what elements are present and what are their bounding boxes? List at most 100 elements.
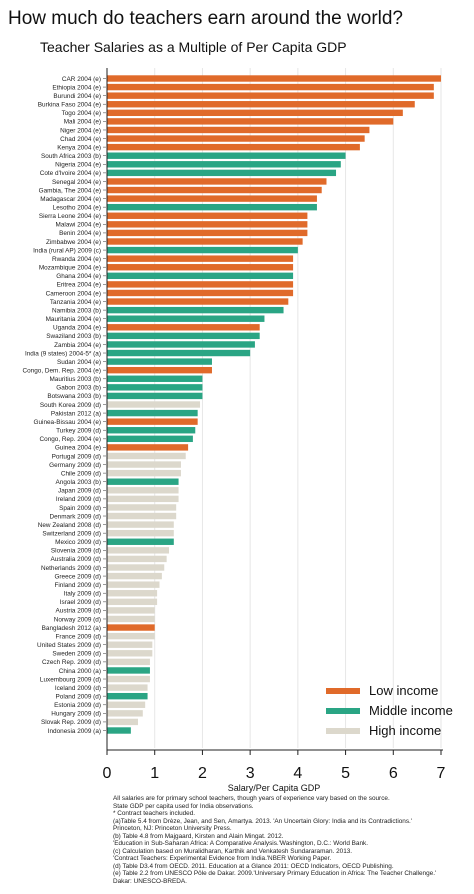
bars: [107, 75, 441, 734]
bar: [107, 641, 153, 648]
bar: [107, 229, 308, 237]
bar: [107, 495, 179, 503]
category-label: Swaziland 2003 (b): [46, 333, 101, 340]
bar: [107, 126, 370, 134]
bar: [107, 487, 179, 494]
category-label: Sudan 2004 (e): [57, 359, 101, 366]
bar: [107, 255, 294, 262]
category-label: Germany 2009 (d): [49, 462, 101, 469]
bar: [107, 564, 165, 571]
bar: [107, 529, 174, 537]
category-label: Luxembourg 2009 (d): [40, 676, 101, 683]
category-label: Ethiopia 2004 (e): [52, 84, 101, 91]
category-label: Cameroon 2004 (e): [46, 290, 101, 297]
category-label: Guinea-Bissau 2004 (e): [34, 419, 102, 426]
footnote-line: Princeton, NJ: Princeton University Pres…: [113, 825, 232, 832]
category-label: Togo 2004 (e): [62, 110, 101, 117]
category-label: Bangladesh 2012 (a): [42, 625, 101, 632]
bar: [107, 555, 167, 563]
x-tick-label: 1: [150, 765, 159, 782]
bar: [107, 101, 415, 108]
category-label: CAR 2004 (e): [62, 76, 101, 83]
footnote-line: (d) Table D3.4 from OECD. 2011. Educatio…: [113, 862, 394, 870]
category-label: Madagascar 2004 (e): [40, 196, 101, 203]
category-label: Slovenia 2009 (d): [51, 548, 101, 555]
category-label: Benin 2004 (e): [59, 230, 101, 237]
category-label: Namibia 2003 (b): [52, 307, 101, 314]
page-subtitle: Teacher Salaries as a Multiple of Per Ca…: [40, 39, 347, 55]
bar: [107, 178, 327, 185]
category-label: India (rural AP) 2009 (c): [33, 247, 101, 254]
category-label: Japan 2009 (d): [58, 488, 101, 495]
bar: [107, 298, 289, 305]
category-label: Mauritania 2004 (e): [46, 316, 101, 323]
footnote-line: (c) Calculation based on Muralidharan, K…: [113, 847, 353, 855]
category-label: Zimbabwe 2004 (e): [46, 239, 101, 246]
category-label: Denmark 2009 (d): [49, 513, 101, 520]
category-label: Turkey 2009 (d): [56, 428, 101, 435]
bar: [107, 521, 174, 528]
bar: [107, 375, 203, 382]
category-label: Lesotho 2004 (e): [53, 204, 101, 211]
bar: [107, 444, 189, 451]
bar: [107, 83, 434, 91]
category-label: South Africa 2003 (b): [41, 153, 101, 160]
bar: [107, 409, 198, 417]
category-label: Uganda 2004 (e): [53, 325, 101, 332]
footnote-line: State GDP per capita used for India obse…: [113, 802, 254, 810]
category-label: Estonia 2009 (d): [54, 702, 101, 709]
bar: [107, 324, 260, 331]
category-label: Greece 2009 (d): [54, 573, 101, 580]
bar: [107, 692, 148, 700]
bar: [107, 615, 155, 623]
category-label: Ireland 2009 (d): [56, 496, 101, 503]
bar: [107, 598, 158, 606]
bar: [107, 143, 360, 151]
footnote-line: (e) Table 2.2 from UNESCO Pôle de Dakar.…: [113, 870, 437, 877]
x-tick-label: 0: [103, 765, 112, 782]
footnotes: All salaries are for primary school teac…: [113, 795, 468, 885]
bar: [107, 572, 162, 580]
category-labels: CAR 2004 (e)Ethiopia 2004 (e) Burundi 200…: [22, 76, 106, 735]
bar: [107, 195, 317, 202]
bar: [107, 469, 181, 477]
bar: [107, 135, 365, 142]
category-label: Guinea 2004 (e): [55, 445, 101, 452]
page-title: How much do teachers earn around the wor…: [8, 8, 404, 29]
category-label: France 2009 (d): [56, 633, 101, 640]
bar: [107, 264, 294, 271]
category-label: Poland 2009 (d): [56, 693, 101, 700]
category-label: Mauritius 2003 (b): [49, 376, 101, 383]
category-label: Switzerland 2009 (d): [42, 530, 101, 537]
category-label: Zambia 2004 (e): [54, 342, 101, 349]
category-label: Mali 2004 (e): [64, 119, 101, 126]
bar: [107, 435, 193, 443]
legend-swatch: [326, 728, 360, 734]
bar: [107, 512, 177, 520]
category-label: Sierra Leone 2004 (e): [39, 213, 101, 220]
bar: [107, 109, 403, 117]
category-label: Congo, Dem. Rep. 2004 (e): [22, 367, 101, 374]
bar: [107, 461, 181, 468]
category-label: Niger 2004 (e): [60, 127, 101, 134]
bar: [107, 186, 322, 194]
category-label: Gambia, The 2004 (e): [39, 187, 101, 194]
bar: [107, 306, 284, 314]
x-tick-label: 4: [293, 765, 302, 782]
category-label: Israel 2009 (d): [60, 599, 101, 606]
bar: [107, 212, 308, 219]
bar: [107, 246, 298, 254]
bar: [107, 358, 212, 365]
category-label: Slovak Rep. 2009 (d): [41, 719, 101, 726]
bar: [107, 272, 294, 280]
bar: [107, 281, 294, 288]
category-label: Senegal 2004 (e): [52, 179, 101, 186]
bar: [107, 384, 203, 391]
category-label: Austria 2009 (d): [56, 608, 101, 615]
category-label: Burundi 2004 (e): [53, 93, 101, 100]
legend-label: Middle income: [369, 703, 453, 718]
bar: [107, 658, 150, 666]
legend-swatch: [326, 688, 360, 694]
bar: [107, 427, 196, 434]
